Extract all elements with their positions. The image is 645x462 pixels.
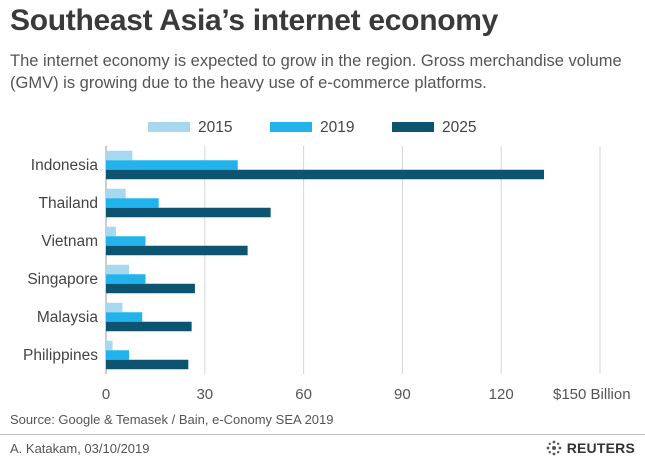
bar-singapore-2025 — [106, 283, 195, 294]
bar-vietnam-2015 — [106, 226, 116, 237]
bar-vietnam-2025 — [106, 245, 248, 256]
bar-vietnam-2019 — [106, 236, 146, 246]
bar-singapore-2019 — [106, 274, 146, 284]
source-note: Source: Google & Temasek / Bain, e-Conom… — [10, 412, 334, 427]
x-tick-label: 60 — [295, 386, 312, 403]
category-label: Indonesia — [31, 157, 99, 174]
x-tick-label: $150 Billion — [553, 386, 631, 403]
legend-swatch-2015 — [148, 122, 190, 132]
bar-thailand-2019 — [106, 198, 159, 208]
bar-indonesia-2019 — [106, 160, 238, 170]
chart-gridlines — [105, 146, 601, 374]
chart-subtitle: The internet economy is expected to grow… — [10, 52, 622, 92]
bar-chart: 2015 2019 2025 Indonesia Thailand Vietnam Sin… — [23, 119, 631, 403]
bar-thailand-2025 — [106, 207, 271, 218]
author-date: A. Katakam, 03/10/2019 — [10, 441, 150, 456]
x-tick-label: 120 — [489, 386, 514, 403]
x-tick-label: 90 — [394, 386, 411, 403]
footer-divider — [0, 434, 645, 435]
bar-malaysia-2015 — [106, 302, 123, 313]
brand-name: REUTERS — [566, 440, 635, 456]
category-labels: Indonesia Thailand Vietnam Singapore Malaysi… — [23, 157, 98, 364]
category-label: Philippines — [23, 347, 98, 364]
x-axis-tick-labels: 0 30 60 90 120 $150 Billion — [102, 386, 631, 403]
category-label: Malaysia — [37, 309, 99, 326]
x-tick-label: 30 — [196, 386, 213, 403]
category-label: Vietnam — [41, 233, 98, 250]
reuters-dots-icon — [546, 440, 562, 456]
bar-philippines-2015 — [106, 340, 113, 351]
legend-label-2025: 2025 — [442, 119, 476, 136]
category-label: Thailand — [39, 195, 98, 212]
chart-bars — [106, 150, 545, 370]
reuters-logo: REUTERS — [546, 440, 635, 456]
legend-swatch-2025 — [392, 122, 434, 132]
bar-thailand-2015 — [106, 188, 126, 199]
x-tick-label: 0 — [102, 386, 110, 403]
legend-swatch-2019 — [270, 122, 312, 132]
category-label: Singapore — [27, 271, 98, 288]
bar-malaysia-2019 — [106, 312, 143, 322]
chart-legend: 2015 2019 2025 — [148, 119, 476, 136]
legend-label-2015: 2015 — [198, 119, 232, 136]
bar-singapore-2015 — [106, 264, 130, 275]
bar-philippines-2019 — [106, 350, 130, 360]
bar-indonesia-2025 — [106, 169, 545, 180]
bar-malaysia-2025 — [106, 321, 192, 332]
chart-title: Southeast Asia’s internet economy — [10, 4, 499, 37]
bar-indonesia-2015 — [106, 150, 133, 161]
bar-philippines-2025 — [106, 359, 189, 370]
legend-label-2019: 2019 — [320, 119, 354, 136]
